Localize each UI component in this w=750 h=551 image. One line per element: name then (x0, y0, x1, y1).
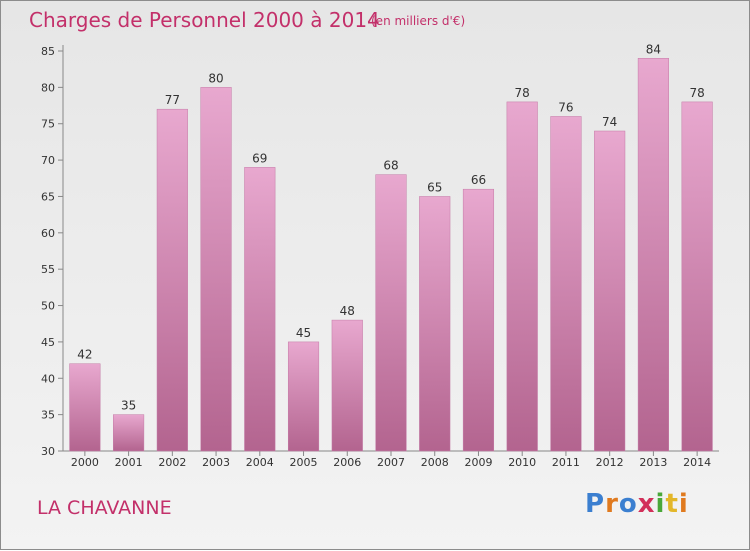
x-tick-label: 2001 (115, 456, 143, 469)
chart-subtitle: (en milliers d'€) (371, 14, 466, 28)
bar-2014 (681, 101, 713, 452)
data-label: 78 (515, 86, 530, 100)
y-tick-label: 35 (41, 409, 55, 422)
chart-bars (69, 58, 713, 452)
brand-logo: Proxiti (585, 489, 689, 519)
x-tick-label: 2009 (464, 456, 492, 469)
x-tick-label: 2006 (333, 456, 361, 469)
bar-2005 (287, 341, 320, 452)
x-tick-label: 2012 (596, 456, 624, 469)
brand-letter: P (585, 489, 606, 519)
data-label: 65 (427, 180, 442, 194)
brand-letter: x (637, 489, 656, 519)
data-label: 45 (296, 326, 311, 340)
x-tick-label: 2002 (158, 456, 186, 469)
x-tick-label: 2014 (683, 456, 711, 469)
brand-letter: o (618, 489, 638, 519)
brand-letter: i (655, 489, 666, 519)
data-label: 78 (689, 86, 704, 100)
bar-2006 (331, 319, 363, 452)
y-tick-label: 65 (41, 190, 55, 203)
brand-letter: r (605, 489, 619, 519)
bar-2012 (594, 130, 626, 452)
y-tick-label: 50 (41, 300, 55, 313)
bar-2010 (506, 101, 538, 452)
data-label: 84 (646, 42, 661, 56)
x-tick-label: 2008 (421, 456, 449, 469)
y-tick-label: 40 (41, 372, 55, 385)
data-label: 76 (558, 100, 573, 114)
bar-2008 (419, 196, 451, 452)
location-label: LA CHAVANNE (37, 497, 172, 519)
chart-axes: 30 35 40 45 50 55 60 65 70 75 80 85 2000 2001 2002 2003… (41, 45, 719, 469)
y-tick-label: 85 (41, 45, 55, 58)
y-tick-label: 80 (41, 81, 55, 94)
bar-2001 (113, 414, 145, 452)
x-tick-label: 2007 (377, 456, 405, 469)
y-tick-label: 45 (41, 336, 55, 349)
bar-2002 (156, 108, 188, 452)
x-tick-label: 2010 (508, 456, 536, 469)
data-label: 74 (602, 115, 617, 129)
x-tick-label: 2005 (290, 456, 318, 469)
brand-letter: t (665, 489, 679, 519)
x-tick-label: 2000 (71, 456, 99, 469)
data-label: 35 (121, 399, 136, 413)
bar-2004 (244, 167, 276, 452)
data-label: 66 (471, 173, 486, 187)
chart-title: Charges de Personnel 2000 à 2014 (29, 8, 380, 32)
bar-2007 (375, 174, 407, 452)
x-tick-label: 2013 (639, 456, 667, 469)
data-label: 80 (208, 71, 223, 85)
brand-letter: i (678, 489, 689, 519)
y-tick-label: 75 (41, 118, 55, 131)
data-label: 69 (252, 151, 267, 165)
data-label: 42 (77, 348, 92, 362)
bar-2000 (69, 363, 101, 452)
bar-2003 (200, 87, 232, 452)
x-tick-label: 2011 (552, 456, 580, 469)
x-tick-label: 2004 (246, 456, 274, 469)
x-tick-label: 2003 (202, 456, 230, 469)
chart-labels: 42 35 77 80 69 45 48 68 65 66 78 76 74 84 78 (77, 42, 705, 412)
y-tick-label: 60 (41, 227, 55, 240)
y-tick-label: 30 (41, 445, 55, 458)
bar-2013 (637, 58, 669, 452)
data-label: 68 (383, 159, 398, 173)
bar-2009 (462, 188, 495, 452)
data-label: 77 (165, 93, 180, 107)
y-tick-label: 70 (41, 154, 55, 167)
bar-2011 (550, 116, 582, 452)
y-tick-label: 55 (41, 263, 55, 276)
data-label: 48 (340, 304, 355, 318)
